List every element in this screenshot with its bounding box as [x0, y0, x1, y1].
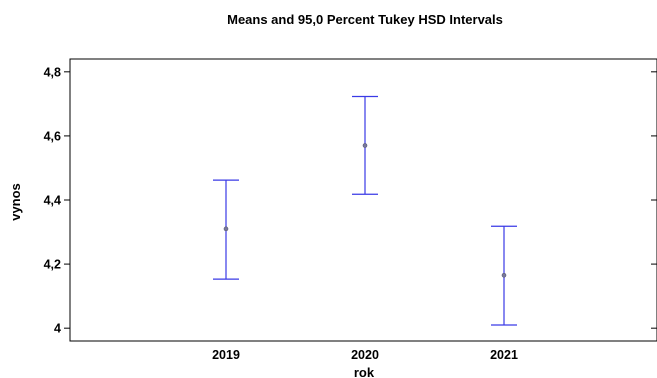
chart-title: Means and 95,0 Percent Tukey HSD Interva…: [227, 12, 503, 27]
mean-point: [362, 143, 368, 148]
plot-frame: [69, 58, 657, 342]
interval-series: [213, 95, 517, 326]
y-tick-label: 4,4: [44, 194, 61, 208]
y-tick-label: 4,8: [44, 65, 61, 79]
mean-point: [223, 226, 229, 232]
x-axis-label: rok: [354, 365, 375, 378]
y-axis: 4 4,2 4,4 4,6 4,8: [44, 65, 657, 336]
x-tick-label: 2020: [351, 348, 379, 362]
y-tick-label: 4: [54, 322, 61, 336]
x-axis: 2019 2020 2021: [212, 348, 518, 362]
y-axis-label: vynos: [8, 183, 23, 221]
y-tick-label: 4,2: [44, 258, 61, 272]
mean-point: [501, 273, 507, 278]
x-tick-label: 2019: [212, 348, 240, 362]
y-tick-label: 4,6: [44, 129, 61, 143]
x-tick-label: 2021: [490, 348, 518, 362]
